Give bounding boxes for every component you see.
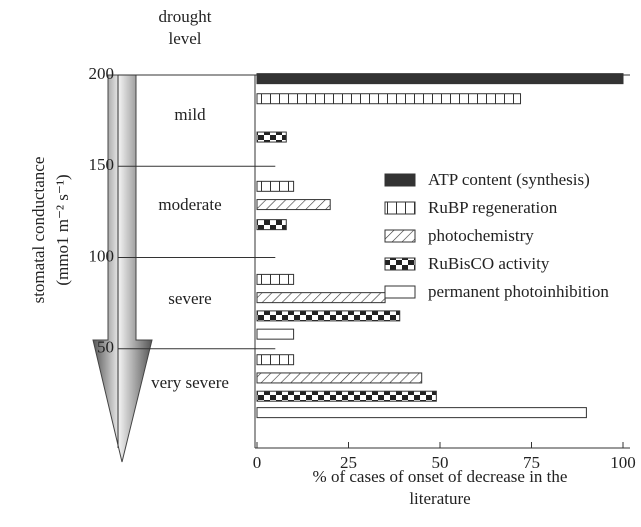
bar	[256, 310, 401, 322]
legend-label: photochemistry	[428, 226, 534, 245]
legend-label: permanent photoinhibition	[428, 282, 609, 301]
bar	[256, 292, 386, 304]
legend-label: ATP content (synthesis)	[428, 170, 590, 189]
drought-level: very severe	[151, 373, 229, 392]
drought-arrow	[92, 74, 153, 463]
x-tick-label: 50	[432, 453, 449, 472]
x-axis-label: % of cases of onset of decrease in the l…	[312, 467, 568, 508]
legend-swatch	[384, 285, 416, 299]
drought-level: severe	[168, 289, 212, 308]
x-tick-label: 75	[523, 453, 540, 472]
drought-title: drought level	[158, 7, 212, 48]
legend-label: ATP content (synthesis)	[428, 170, 590, 189]
legend-label: permanent photoinhibition	[428, 282, 609, 301]
bar	[256, 354, 295, 366]
drought-level: moderate	[158, 195, 222, 214]
bar	[256, 372, 423, 384]
y-tick-label: 100	[89, 246, 115, 265]
bar	[256, 131, 287, 143]
bar	[256, 73, 624, 85]
bar	[256, 273, 295, 285]
legend-label: RuBP regeneration	[428, 198, 558, 217]
x-tick-label: 25	[340, 453, 357, 472]
bar	[256, 328, 295, 340]
drought-level: mild	[174, 105, 206, 124]
y-axis-label: (mmo1 m⁻² s⁻¹)	[53, 174, 72, 285]
x-axis-label: % of cases of onset of decrease in the l…	[312, 467, 568, 508]
legend-swatch	[384, 257, 416, 271]
legend-label: RuBisCO activity	[428, 254, 550, 273]
x-tick-label: 0	[253, 453, 262, 472]
legend-swatch	[384, 173, 416, 187]
y-axis-label: stomatal conductance	[29, 157, 48, 304]
bar	[256, 219, 287, 231]
drought-level: severe	[168, 289, 212, 308]
x-tick-label: 100	[610, 453, 636, 472]
bar	[256, 180, 295, 192]
bar	[256, 407, 587, 419]
legend-swatch	[384, 229, 416, 243]
y-tick-label: 50	[97, 338, 114, 357]
drought-title: drought level	[158, 7, 212, 48]
legend-swatch	[384, 201, 416, 215]
legend-label: RuBP regeneration	[428, 198, 558, 217]
y-tick-label: 150	[89, 155, 115, 174]
legend-label: RuBisCO activity	[428, 254, 550, 273]
bar	[256, 390, 437, 402]
drought-level: mild	[174, 105, 206, 124]
y-tick-label: 200	[89, 64, 115, 83]
drought-level: moderate	[158, 195, 222, 214]
bar	[256, 93, 522, 105]
drought-level: very severe	[151, 373, 229, 392]
bar	[256, 199, 331, 211]
legend-label: photochemistry	[428, 226, 534, 245]
